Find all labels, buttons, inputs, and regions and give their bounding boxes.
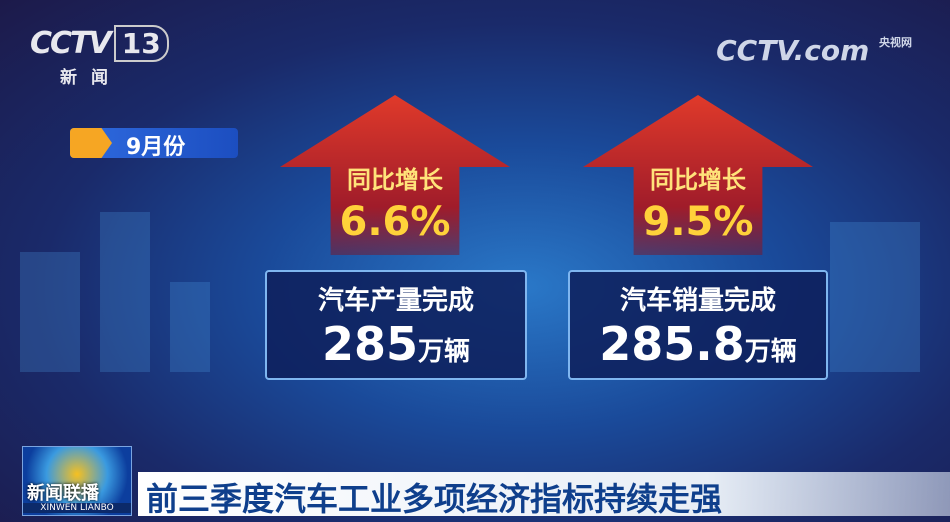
- stat-value: 285.8: [599, 317, 745, 371]
- sales-box: 汽车销量完成 285.8万辆: [568, 270, 828, 380]
- cctv13-logo: CCTV 13 新闻: [30, 25, 169, 88]
- cctv-com-watermark: CCTV.com 央视网: [716, 34, 912, 67]
- stat-title: 汽车产量完成: [317, 286, 474, 316]
- month-text: 9月份: [126, 135, 186, 160]
- logo-subtitle: 新闻: [60, 68, 122, 88]
- program-pinyin: XINWEN LIANBO: [23, 503, 131, 513]
- xinwen-lianbo-logo: 新闻联播 XINWEN LIANBO: [22, 446, 132, 516]
- stat-value: 285: [321, 317, 418, 371]
- stat-unit: 万辆: [418, 337, 471, 367]
- growth-label: 同比增长: [650, 166, 746, 194]
- production-box: 汽车产量完成 285万辆: [265, 270, 527, 380]
- stat-unit: 万辆: [744, 337, 797, 367]
- growth-label: 同比增长: [347, 166, 443, 194]
- growth-value: 9.5%: [642, 199, 754, 245]
- logo-brand: CCTV: [30, 26, 112, 61]
- growth-value: 6.6%: [339, 199, 451, 245]
- headline-text: 前三季度汽车工业多项经济指标持续走强: [146, 480, 723, 518]
- month-label: 9月份: [70, 128, 238, 160]
- watermark-brand: CCTV.com: [716, 34, 870, 67]
- headline-banner: 前三季度汽车工业多项经济指标持续走强: [138, 472, 950, 518]
- watermark-cn: 央视网: [879, 36, 912, 49]
- growth-production: 同比增长 6.6%: [280, 160, 510, 245]
- tag-arrow-icon: [70, 128, 112, 158]
- logo-number: 13: [113, 25, 169, 62]
- program-name: 新闻联播: [27, 483, 99, 504]
- growth-sales: 同比增长 9.5%: [583, 160, 813, 245]
- stat-title: 汽车销量完成: [619, 286, 776, 316]
